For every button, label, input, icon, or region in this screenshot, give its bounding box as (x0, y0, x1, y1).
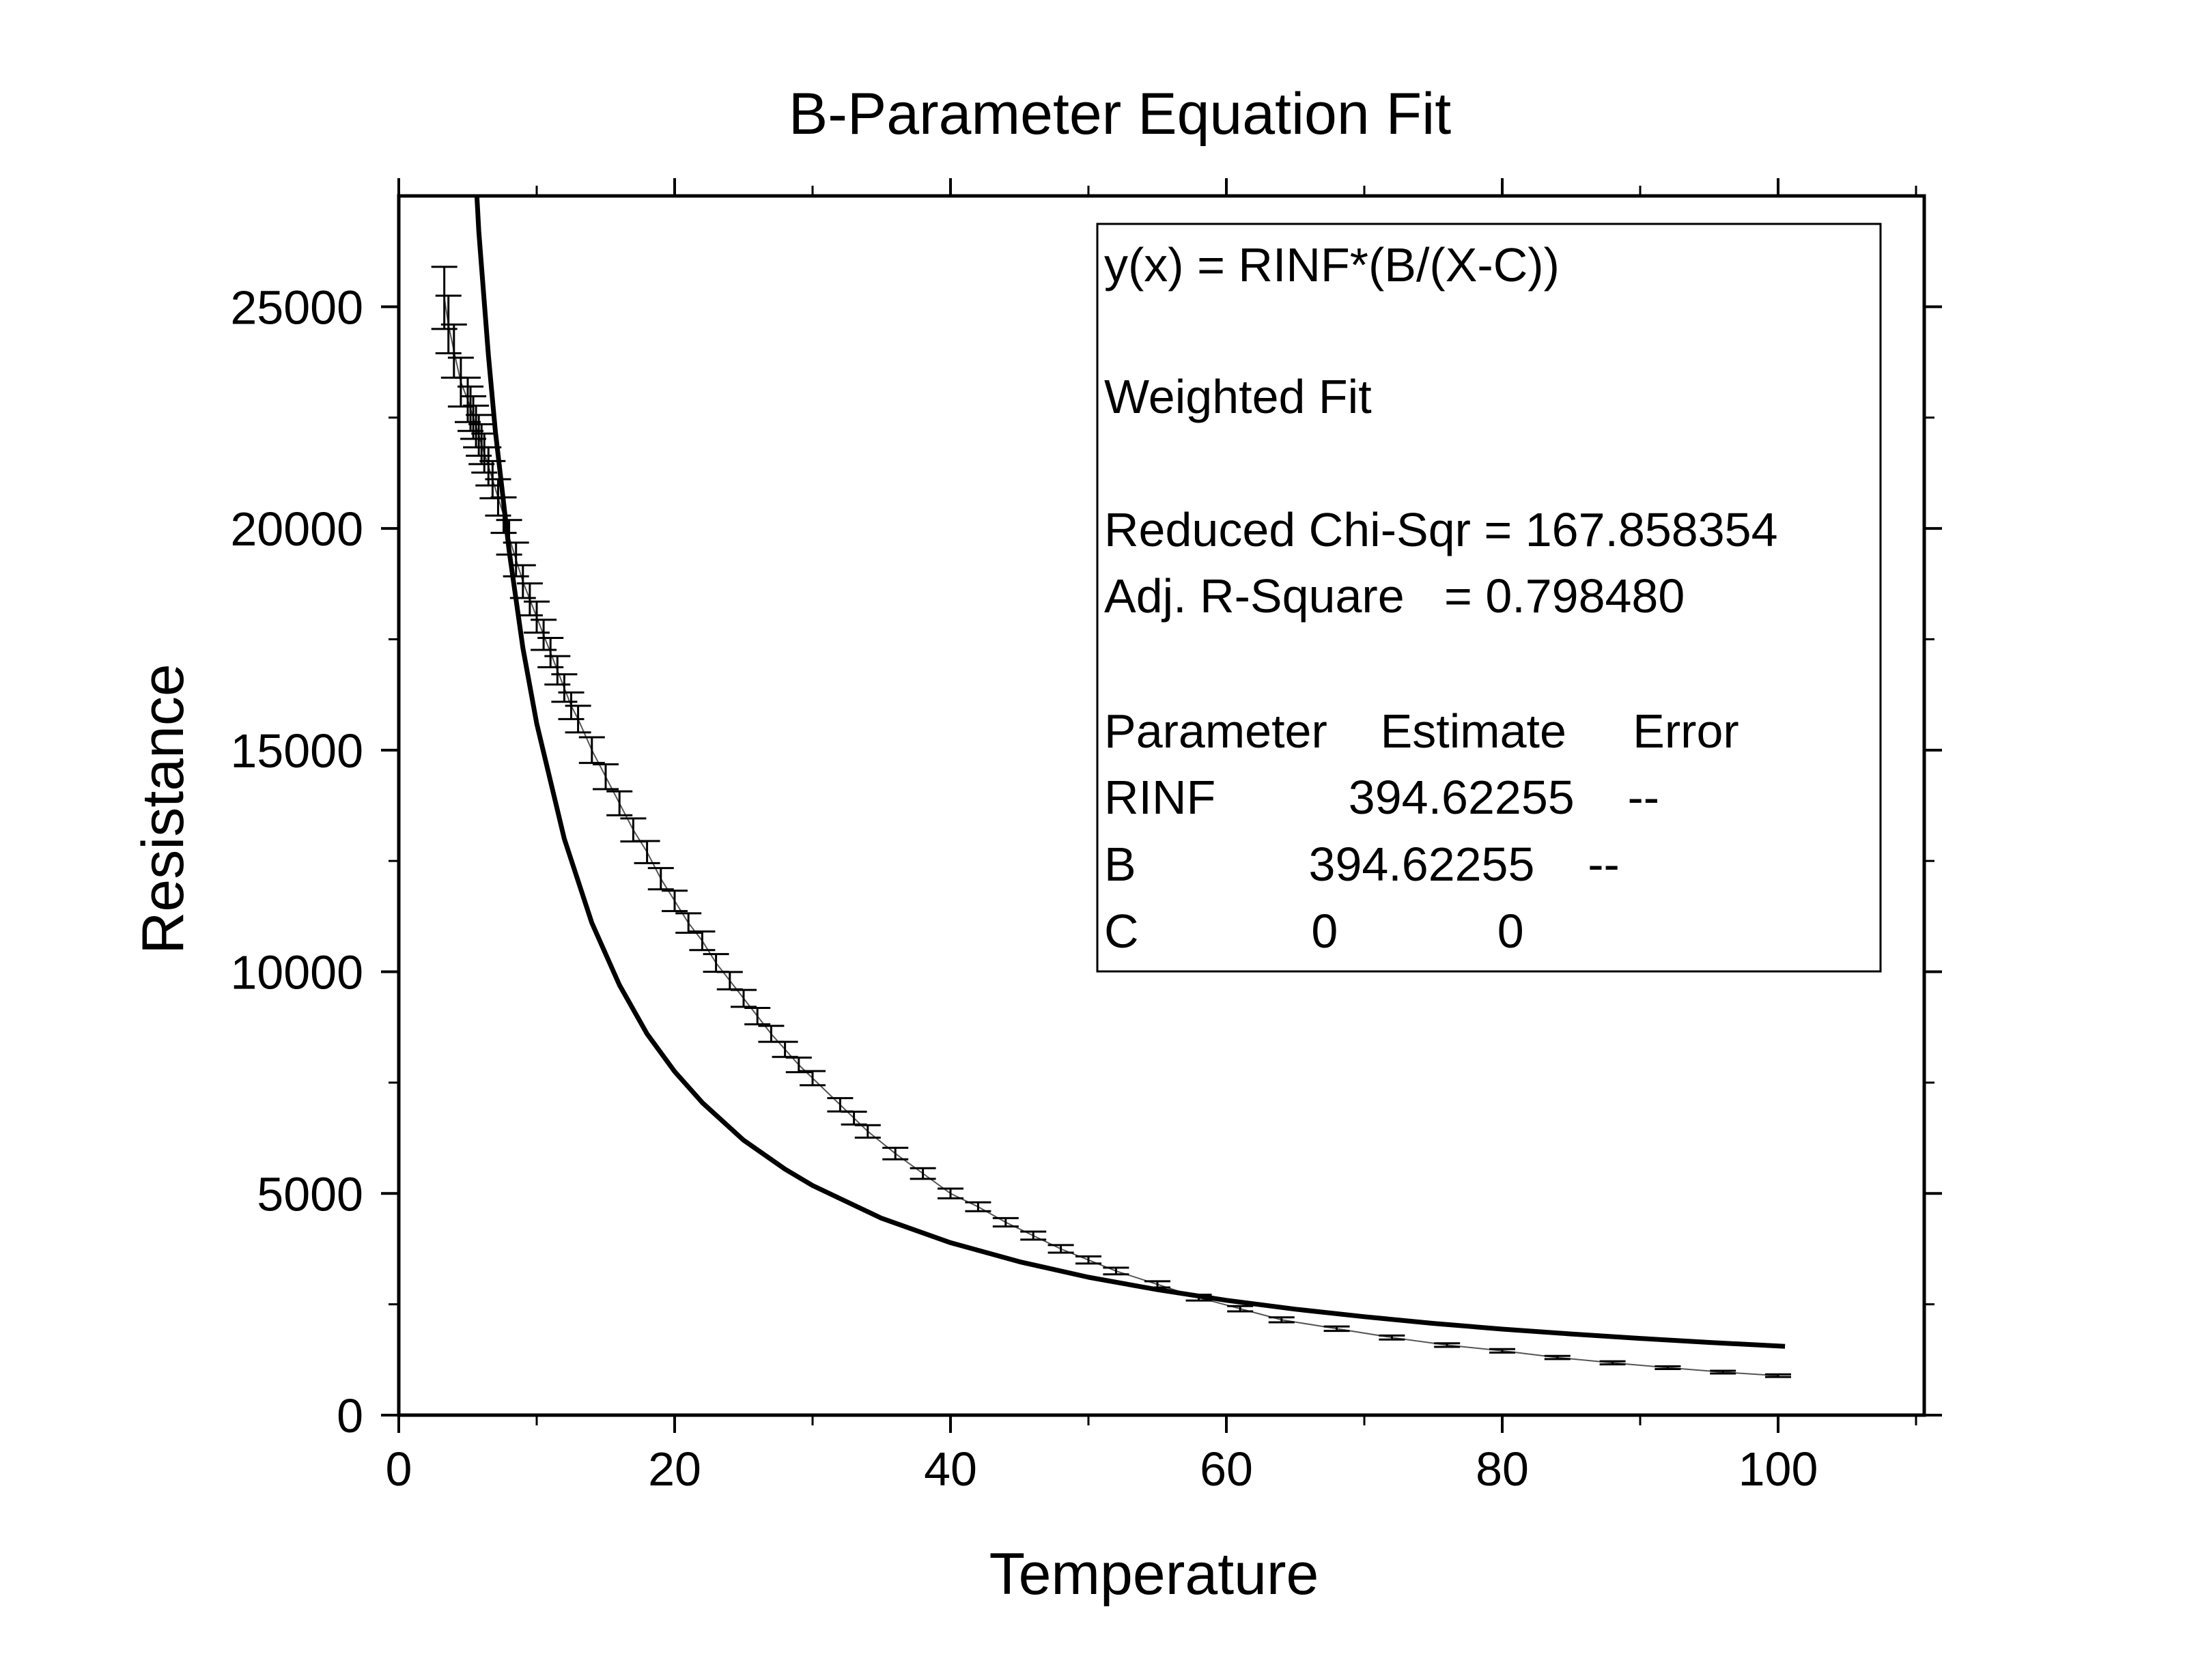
y-tick-label: 0 (337, 1389, 363, 1442)
y-tick-label: 10000 (230, 946, 363, 999)
annotation-fit-type: Weighted Fit (1104, 370, 1372, 423)
annotation-equation: y(x) = RINF*(B/(X-C)) (1104, 238, 1560, 291)
data-layer (431, 196, 1791, 1378)
axes: 0 20 40 60 80 100 0 5000 10000 15000 20000 25000 (230, 178, 1942, 1496)
y-axis-label: Resistance (130, 664, 196, 954)
annotation-param-header: Parameter Estimate Error (1104, 704, 1739, 758)
x-tick-label: 0 (386, 1442, 412, 1496)
y-tick-label: 25000 (230, 281, 363, 334)
fit-results-box: y(x) = RINF*(B/(X-C)) Weighted Fit Reduc… (1096, 223, 1882, 973)
annotation-param-c: C 0 0 (1104, 905, 1524, 958)
y-tick-label: 20000 (230, 502, 363, 556)
legend-box (1096, 223, 1882, 973)
plot-frame (397, 194, 1926, 1417)
y-tick-label: 15000 (230, 724, 363, 778)
x-tick-label: 60 (1200, 1442, 1253, 1496)
y-tick-label: 5000 (257, 1167, 363, 1221)
fit-curve (474, 196, 1786, 1349)
annotation-r-square: Adj. R-Square = 0.798480 (1104, 569, 1685, 623)
x-tick-label: 80 (1476, 1442, 1529, 1496)
annotation-chi-sqr: Reduced Chi-Sqr = 167.858354 (1104, 503, 1778, 556)
annotation-param-rinf: RINF 394.62255 -- (1104, 771, 1659, 824)
annotation-param-b: B 394.62255 -- (1104, 838, 1620, 891)
x-tick-label: 20 (648, 1442, 701, 1496)
chart-title: B-Parameter Equation Fit (789, 81, 1451, 147)
x-tick-label: 40 (924, 1442, 977, 1496)
x-axis-label: Temperature (989, 1541, 1319, 1607)
x-tick-label: 100 (1738, 1442, 1818, 1496)
